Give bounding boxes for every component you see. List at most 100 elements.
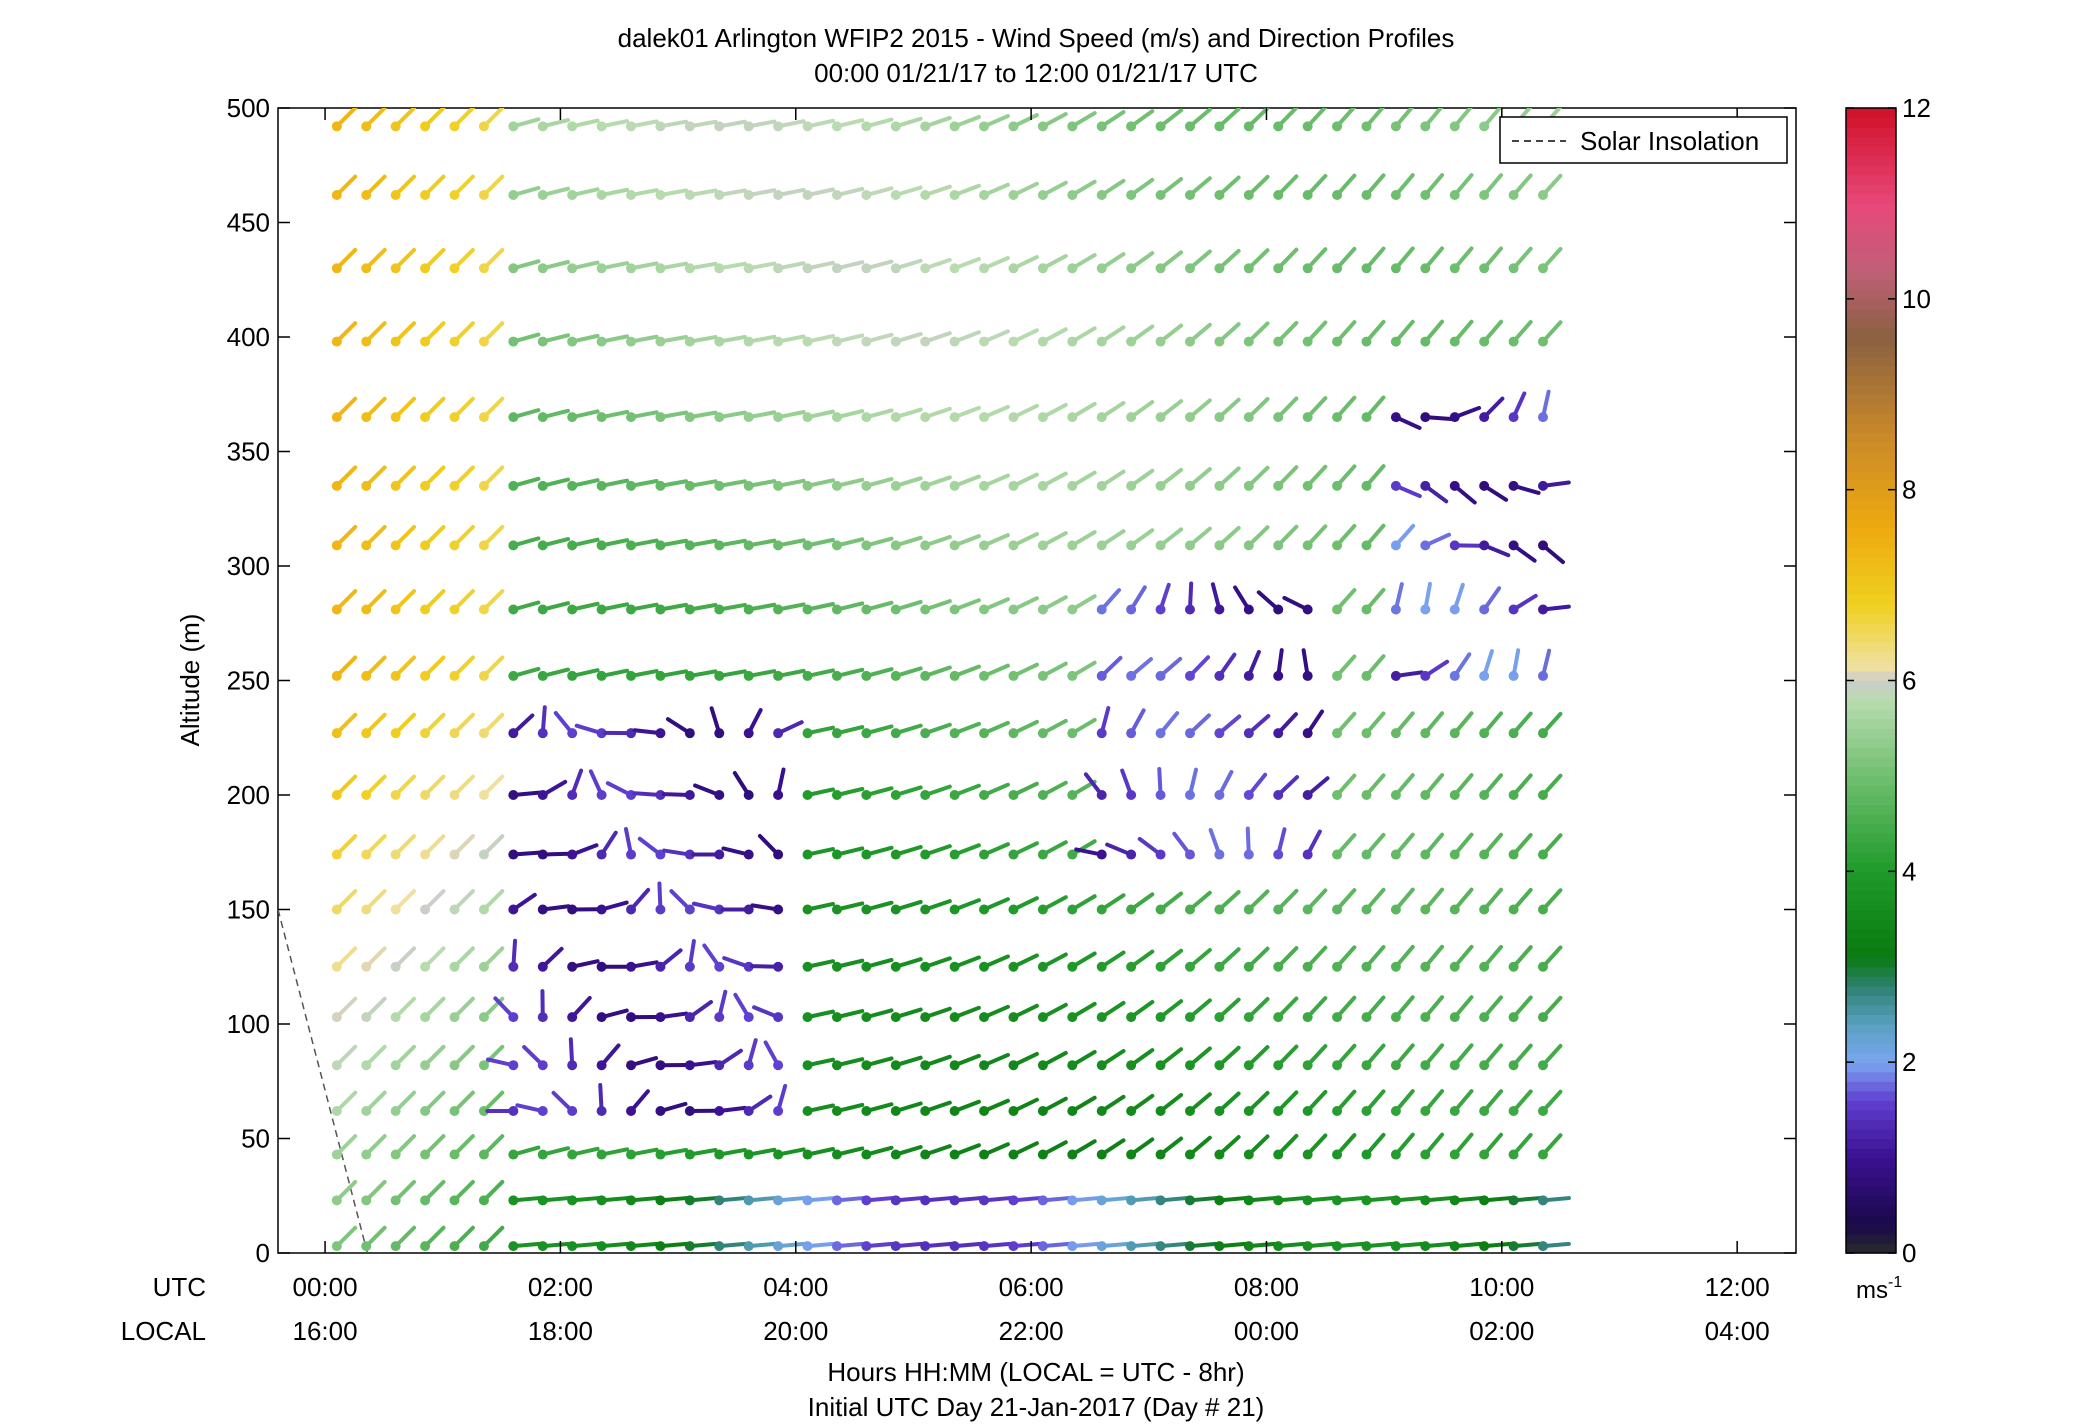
wind-barb-dot: [714, 412, 725, 423]
colorbar-band: [1846, 317, 1896, 329]
wind-barb-dot: [861, 190, 872, 201]
colorbar-band: [1846, 585, 1896, 596]
wind-barb-dot: [1361, 121, 1372, 132]
wind-barb-dot: [449, 263, 460, 274]
wind-barb-dot: [1479, 1060, 1490, 1071]
wind-barb-dot: [1096, 604, 1107, 615]
colorbar-tick-label: 4: [1902, 856, 1916, 886]
wind-barb-dot: [979, 1060, 990, 1071]
wind-barb-dot: [1008, 1241, 1019, 1252]
wind-barb-dot: [567, 121, 578, 132]
wind-barb-dot: [890, 1012, 901, 1023]
wind-barb-dot: [979, 1012, 990, 1023]
colorbar-band: [1846, 1128, 1896, 1140]
colorbar-band: [1846, 613, 1896, 624]
wind-barb-dot: [1449, 190, 1460, 201]
wind-barb-dot: [1508, 604, 1519, 615]
wind-barb-dot: [920, 121, 931, 132]
colorbar-band: [1846, 1176, 1896, 1187]
wind-barb-dot: [449, 1012, 460, 1023]
colorbar-band: [1846, 127, 1896, 138]
wind-barb-dot: [1332, 904, 1343, 915]
wind-barb-dot: [1538, 604, 1548, 615]
wind-barb-dot: [361, 480, 372, 491]
wind-barb-dot: [1449, 263, 1460, 274]
wind-barb-dot: [861, 1060, 872, 1071]
wind-barb-dot: [920, 190, 931, 201]
wind-barb-dot: [743, 670, 754, 681]
wind-barb-dot: [567, 412, 578, 423]
wind-barb-dot: [1008, 263, 1019, 274]
wind-barb-dot: [773, 604, 784, 615]
wind-barb-dot: [890, 1149, 901, 1160]
wind-barb-dot: [390, 121, 401, 132]
wind-barb-dot: [1067, 849, 1078, 860]
colorbar-band: [1846, 909, 1896, 920]
wind-barb-dot: [1155, 1106, 1166, 1117]
wind-barb-dot: [1243, 1149, 1254, 1160]
wind-barb-dot: [802, 190, 813, 201]
wind-barb-dot: [1449, 1241, 1460, 1252]
wind-barb-dot: [979, 1149, 990, 1160]
wind-barb-dot: [1155, 1195, 1166, 1206]
wind-barb-dot: [596, 790, 607, 800]
wind-barb-dot: [1243, 1106, 1254, 1117]
wind-barb-dot: [596, 604, 607, 615]
wind-barb-dot: [1184, 1060, 1195, 1071]
colorbar-band: [1846, 1033, 1896, 1044]
wind-barb-dot: [596, 412, 607, 423]
wind-barb-dot: [949, 1195, 960, 1206]
y-tick-label: 0: [256, 1238, 270, 1268]
wind-barb-dot: [1243, 728, 1254, 739]
wind-barb-dot: [1332, 1241, 1343, 1252]
wind-barb-dot: [684, 790, 695, 800]
wind-barb-dot: [1155, 961, 1166, 972]
wind-barb-dot: [655, 336, 666, 347]
wind-barb-dot: [714, 121, 725, 132]
wind-barb-dot: [1243, 336, 1254, 347]
wind-barb-dot: [684, 849, 695, 860]
wind-barb-dot: [861, 961, 872, 972]
y-tick-label: 500: [227, 93, 270, 123]
colorbar-band: [1846, 861, 1896, 872]
wind-barb-dot: [1214, 1012, 1225, 1023]
wind-barb-dot: [714, 904, 725, 915]
y-tick-label: 300: [227, 551, 270, 581]
wind-barb-dot: [1008, 1060, 1019, 1071]
wind-barb-dot: [508, 1106, 519, 1117]
colorbar-band: [1846, 403, 1896, 414]
wind-barb-dot: [684, 604, 695, 615]
wind-barb-dot: [1302, 1060, 1313, 1071]
wind-barb-dot: [1538, 190, 1548, 201]
wind-barb-dot: [1126, 336, 1137, 347]
wind-barb-dot: [1420, 1106, 1431, 1117]
wind-barb-dot: [1096, 849, 1107, 860]
wind-barb-dot: [390, 480, 401, 491]
wind-barb-dot: [1096, 1106, 1107, 1117]
wind-barb-dot: [449, 790, 460, 800]
wind-barb-dot: [1508, 1060, 1519, 1071]
wind-barb-dot: [567, 336, 578, 347]
wind-barb-dot: [1538, 263, 1548, 274]
colorbar-band: [1846, 337, 1896, 348]
wind-barb-dot: [1302, 1195, 1313, 1206]
wind-barb-dot: [331, 121, 342, 132]
wind-barb-dot: [1096, 961, 1107, 972]
colorbar-band: [1846, 546, 1896, 558]
wind-barb-dot: [1332, 1106, 1343, 1117]
wind-barb-dot: [1096, 412, 1107, 423]
wind-barb-dot: [1096, 190, 1107, 201]
wind-barb-dot: [508, 728, 519, 739]
wind-barb-dot: [1214, 728, 1225, 739]
wind-barb-dot: [831, 1241, 842, 1252]
wind-barb-dot: [1273, 540, 1284, 551]
wind-barb-dot: [390, 1012, 401, 1023]
wind-barb-dot: [1037, 904, 1048, 915]
wind-barb-dot: [1390, 961, 1401, 972]
wind-barb-dot: [331, 1106, 342, 1117]
wind-barb-dot: [1243, 904, 1254, 915]
colorbar-band: [1846, 1062, 1896, 1073]
wind-barb-dot: [979, 904, 990, 915]
colorbar-band: [1846, 661, 1896, 672]
wind-barb-dot: [478, 263, 489, 274]
